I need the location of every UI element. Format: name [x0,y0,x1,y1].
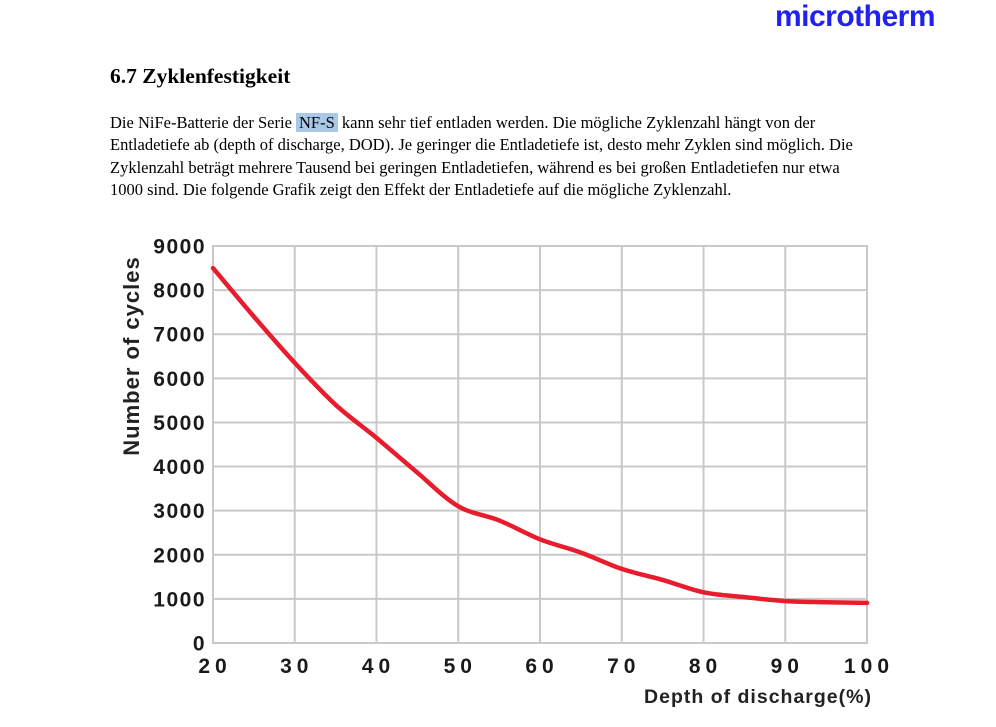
highlighted-term: NF-S [296,113,338,132]
y-tick-label: 7000 [153,324,206,347]
cycles-curve [210,265,870,606]
paragraph-line-4: 1000 sind. Die folgende Grafik zeigt den… [110,180,732,200]
y-tick-label: 0 [193,633,206,656]
microtherm-logo: microtherm [774,0,936,33]
y-tick-label: 6000 [153,368,206,391]
x-tick-label: 30 [280,655,313,678]
x-tick-label: 50 [444,655,477,678]
y-tick-label: 1000 [153,588,206,611]
paragraph-text: Die NiFe-Batterie der Serie [110,113,297,132]
y-tick-label: 4000 [153,456,206,479]
x-tick-label: 100 [844,655,894,678]
y-tick-label: 5000 [153,412,206,435]
y-tick-label: 2000 [153,544,206,567]
y-axis-title: Number of cycles [119,256,144,456]
x-tick-label: 90 [771,655,804,678]
paragraph-line-2: Entladetiefe ab (depth of discharge, DOD… [110,135,853,155]
x-tick-label: 20 [198,655,231,678]
x-tick-label: 70 [607,655,640,678]
x-axis-title: Depth of discharge(%) [644,686,872,708]
section-heading: 6.7 Zyklenfestigkeit [110,64,291,88]
x-tick-label: 60 [525,655,558,678]
paragraph-line-1: Die NiFe-Batterie der Serie NF-S kann se… [110,112,853,134]
paragraph-text: kann sehr tief entladen werden. Die mögl… [337,113,816,132]
x-tick-label: 80 [689,655,722,678]
y-tick-label: 3000 [153,500,206,523]
y-tick-label: 9000 [153,236,206,259]
plot-border [212,245,868,644]
x-tick-label: 40 [362,655,395,678]
body-paragraph: Die NiFe-Batterie der Serie NF-S kann se… [110,112,853,202]
y-tick-label: 8000 [153,280,206,303]
paragraph-line-3: Zyklenzahl beträgt mehrere Tausend bei g… [110,157,840,177]
